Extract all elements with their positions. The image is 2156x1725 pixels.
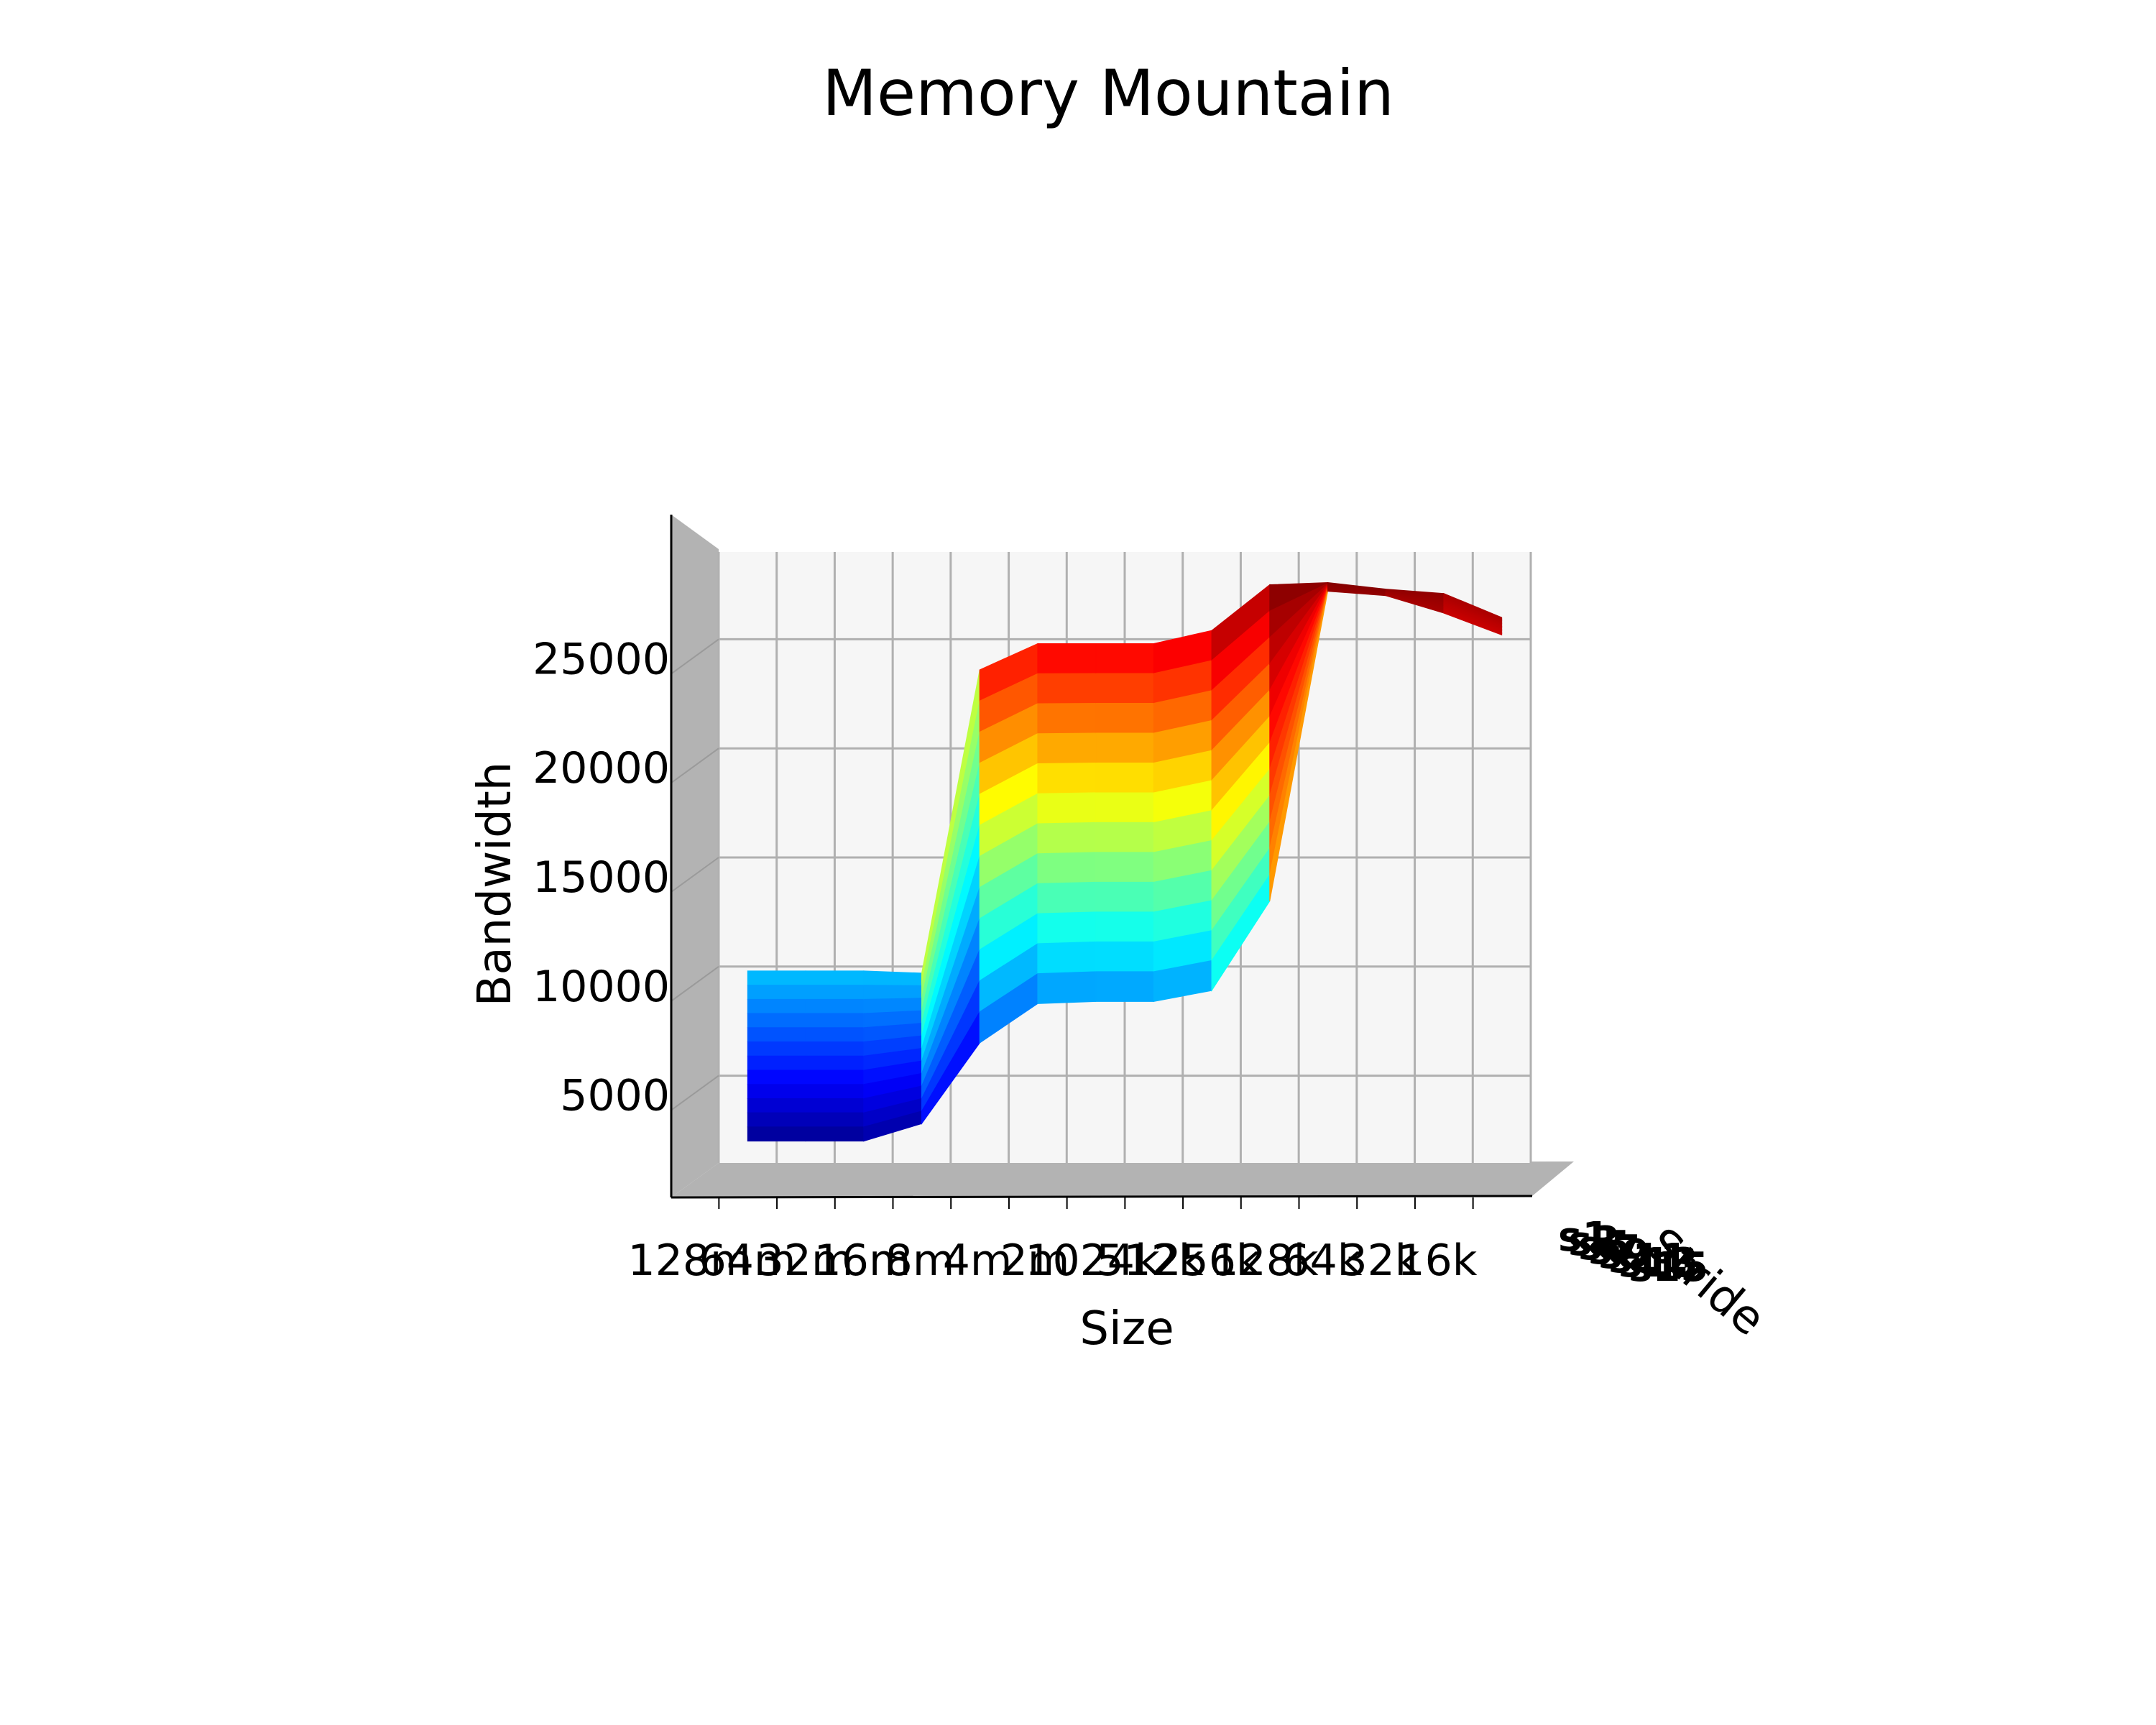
floor-pane [671,1162,1574,1197]
surface-mesh [747,581,1503,1142]
z-tick-label: 10000 [533,962,670,1012]
x-axis-label: Size [1079,1302,1174,1356]
size-tick-label: 16k [1397,1236,1477,1286]
size-tick-label: 128k [1211,1236,1319,1286]
stride-tick-label: s7 [1588,1227,1640,1274]
z-axis-label: Bandwidth [469,762,522,1007]
stride-tick-label: s5 [1578,1223,1630,1269]
z-tick-label: 15000 [533,852,670,903]
stride-tick-label: s9 [1598,1231,1650,1278]
size-tick-label: 64m [699,1236,796,1286]
stride-tick-label: s3 [1568,1218,1620,1265]
z-tick-label: 5000 [560,1071,670,1121]
stride-tick-label: s13 [1618,1240,1698,1287]
size-tick-label: 8m [885,1236,955,1286]
z-tick-label: 20000 [533,743,670,794]
chart-title: Memory Mountain [822,56,1394,130]
size-tick-label: 32m [757,1236,854,1286]
size-tick-label: 1024k [1025,1236,1160,1286]
x-axis-line [671,1195,1533,1199]
size-tick-label: 16m [814,1236,911,1286]
stride-tick-label: s1 [1558,1214,1610,1261]
size-tick-label: 2m [1000,1236,1070,1286]
size-tick-label: 32k [1340,1236,1419,1286]
size-tick-label: 4m [943,1236,1013,1286]
size-tick-label: 512k [1096,1236,1204,1286]
stride-tick-label: s15 [1628,1244,1708,1291]
size-tick-label: 64k [1282,1236,1362,1286]
axis-ticks: 5000 10000 15000 20000 25000 128m64m32m16m8m4… [533,634,1478,1286]
size-tick-label: 256k [1153,1236,1261,1286]
left-wall-pane [671,515,719,1197]
stride-tick-label: s11 [1608,1236,1688,1282]
z-tick-label: 25000 [533,634,670,684]
size-tick-label: 128m [628,1236,752,1286]
